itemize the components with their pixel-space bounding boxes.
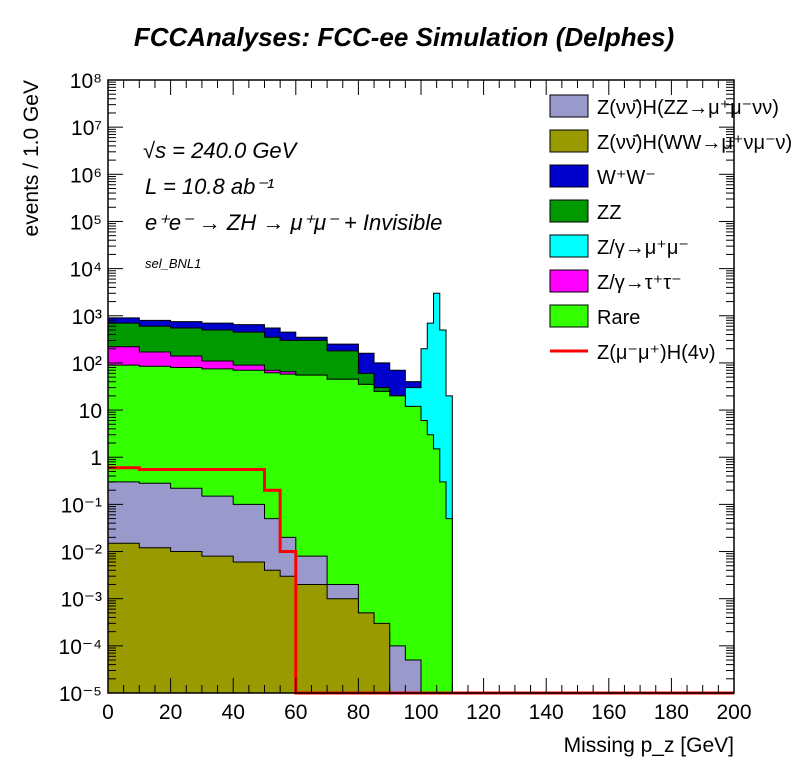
y-tick-label: 10⁵ — [70, 211, 102, 234]
y-axis-title: events / 1.0 GeV — [20, 80, 43, 236]
x-tick-label: 20 — [159, 701, 182, 724]
legend-label: Z/γ→μ⁺μ⁻ — [597, 237, 689, 259]
x-tick-label: 80 — [347, 701, 370, 724]
y-tick-label: 10⁸ — [70, 70, 102, 93]
y-tick-label: 10⁻¹ — [61, 494, 102, 517]
x-tick-label: 200 — [716, 701, 751, 724]
x-tick-label: 100 — [403, 701, 438, 724]
x-tick-label: 40 — [222, 701, 245, 724]
process-label: e⁺e⁻ → ZH → μ⁺μ⁻ + Invisible — [145, 210, 442, 235]
legend-swatch — [549, 94, 589, 118]
legend-swatch — [549, 269, 589, 293]
legend-swatch — [549, 234, 589, 258]
y-tick-label: 10⁻³ — [61, 589, 102, 612]
legend-label: Z(μ⁻μ⁺)H(4ν) — [597, 342, 716, 364]
data-layers — [107, 292, 734, 695]
x-tick-label: 120 — [466, 701, 501, 724]
legend-swatch — [549, 129, 589, 153]
axis-ticks: 0 20 40 60 80 100 120 140 160 180 200 10⁻⁵ 10⁻⁴ 10⁻³ 1… — [59, 70, 752, 724]
selection-label: sel_BNL1 — [145, 256, 201, 271]
y-tick-label: 10⁻⁵ — [59, 683, 102, 706]
x-tick-label: 140 — [529, 701, 564, 724]
legend-label: ZZ — [597, 202, 621, 224]
x-tick-label: 160 — [591, 701, 626, 724]
sqrt-s-label: √s = 240.0 GeV — [143, 138, 299, 163]
legend-swatch — [549, 164, 589, 188]
y-tick-label: 1 — [90, 447, 102, 470]
legend-label: Z/γ→τ⁺τ⁻ — [597, 272, 682, 294]
legend-label: Z(νν̄)H(ZZ→μ⁺μ⁻νν) — [597, 97, 779, 119]
y-tick-label: 10⁴ — [70, 259, 102, 282]
x-axis-title: Missing p_z [GeV] — [564, 734, 734, 757]
legend-label: W⁺W⁻ — [597, 167, 656, 189]
luminosity-label: L = 10.8 ab⁻¹ — [145, 174, 274, 199]
y-tick-label: 10³ — [72, 306, 102, 329]
chart-title: FCCAnalyses: FCC-ee Simulation (Delphes) — [134, 22, 674, 52]
legend-swatch — [549, 199, 589, 223]
x-tick-label: 60 — [284, 701, 307, 724]
x-tick-label: 0 — [102, 701, 114, 724]
legend: Z(νν̄)H(ZZ→μ⁺μ⁻νν) Z(νν̄)H(WW→μ⁺νμ⁻ν) W⁺W⁻… — [549, 94, 792, 364]
y-tick-label: 10⁶ — [70, 164, 102, 187]
y-tick-label: 10⁻⁴ — [59, 636, 102, 659]
y-tick-label: 10⁻² — [61, 542, 102, 565]
legend-label: Rare — [597, 307, 640, 329]
x-tick-label: 180 — [654, 701, 689, 724]
y-tick-label: 10⁷ — [71, 117, 102, 140]
y-tick-label: 10 — [79, 400, 102, 423]
y-tick-label: 10² — [72, 353, 102, 376]
legend-label: Z(νν̄)H(WW→μ⁺νμ⁻ν) — [597, 132, 792, 154]
legend-swatch — [549, 304, 589, 328]
